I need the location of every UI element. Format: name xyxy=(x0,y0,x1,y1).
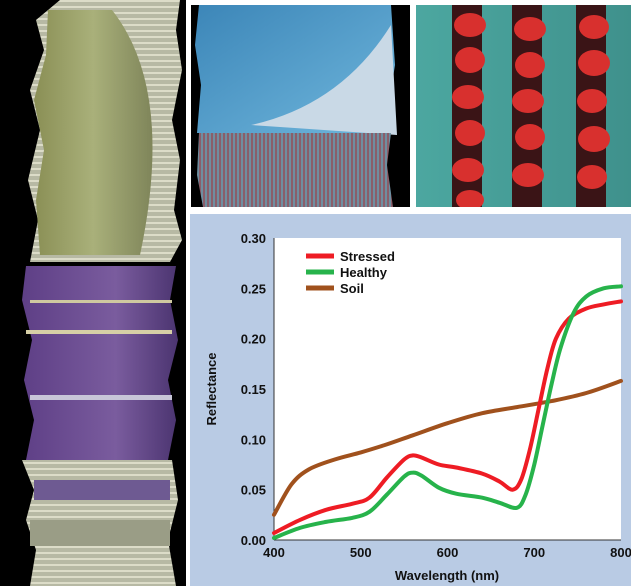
x-tick-label: 400 xyxy=(263,545,285,560)
false-color-image-blue xyxy=(191,5,410,207)
legend-label-stressed: Stressed xyxy=(340,249,395,264)
reflectance-chart-panel: 0.00 0.05 0.10 0.15 0.20 0.25 0.30 400 500 600 700… xyxy=(190,214,631,586)
hyperspectral-strip-image xyxy=(0,0,186,586)
y-tick-label: 0.15 xyxy=(241,382,266,397)
x-tick-label: 700 xyxy=(523,545,545,560)
reflectance-chart: 0.00 0.05 0.10 0.15 0.20 0.25 0.30 400 500 600 700… xyxy=(190,214,631,586)
x-tick-label: 800 xyxy=(610,545,631,560)
y-tick-label: 0.25 xyxy=(241,281,266,296)
plot-area xyxy=(274,238,621,540)
false-color-image-red-teal xyxy=(416,5,631,207)
legend-label-healthy: Healthy xyxy=(340,265,388,280)
x-tick-label: 600 xyxy=(437,545,459,560)
y-tick-label: 0.20 xyxy=(241,332,266,347)
x-axis-title: Wavelength (nm) xyxy=(395,568,499,583)
y-axis-title: Reflectance xyxy=(204,353,219,426)
y-tick-label: 0.05 xyxy=(241,483,266,498)
series-line-soil xyxy=(272,378,623,517)
legend-label-soil: Soil xyxy=(340,281,364,296)
y-tick-label: 0.00 xyxy=(241,533,266,548)
y-tick-label: 0.30 xyxy=(241,231,266,246)
series-line-healthy xyxy=(272,284,623,540)
series-line-stressed xyxy=(272,299,623,535)
x-tick-label: 500 xyxy=(350,545,372,560)
y-tick-label: 0.10 xyxy=(241,432,266,447)
